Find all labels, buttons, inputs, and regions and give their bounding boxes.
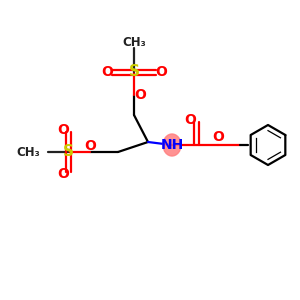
Text: O: O [57,167,69,181]
Text: S: S [128,64,140,80]
Text: S: S [62,145,74,160]
Text: O: O [57,123,69,137]
Text: O: O [155,65,167,79]
Ellipse shape [163,134,181,156]
Text: O: O [134,88,146,102]
Text: NH: NH [160,138,184,152]
Text: O: O [101,65,113,79]
Text: CH₃: CH₃ [16,146,40,158]
Text: CH₃: CH₃ [122,37,146,50]
Text: O: O [184,113,196,127]
Text: O: O [212,130,224,144]
Text: O: O [84,139,96,153]
